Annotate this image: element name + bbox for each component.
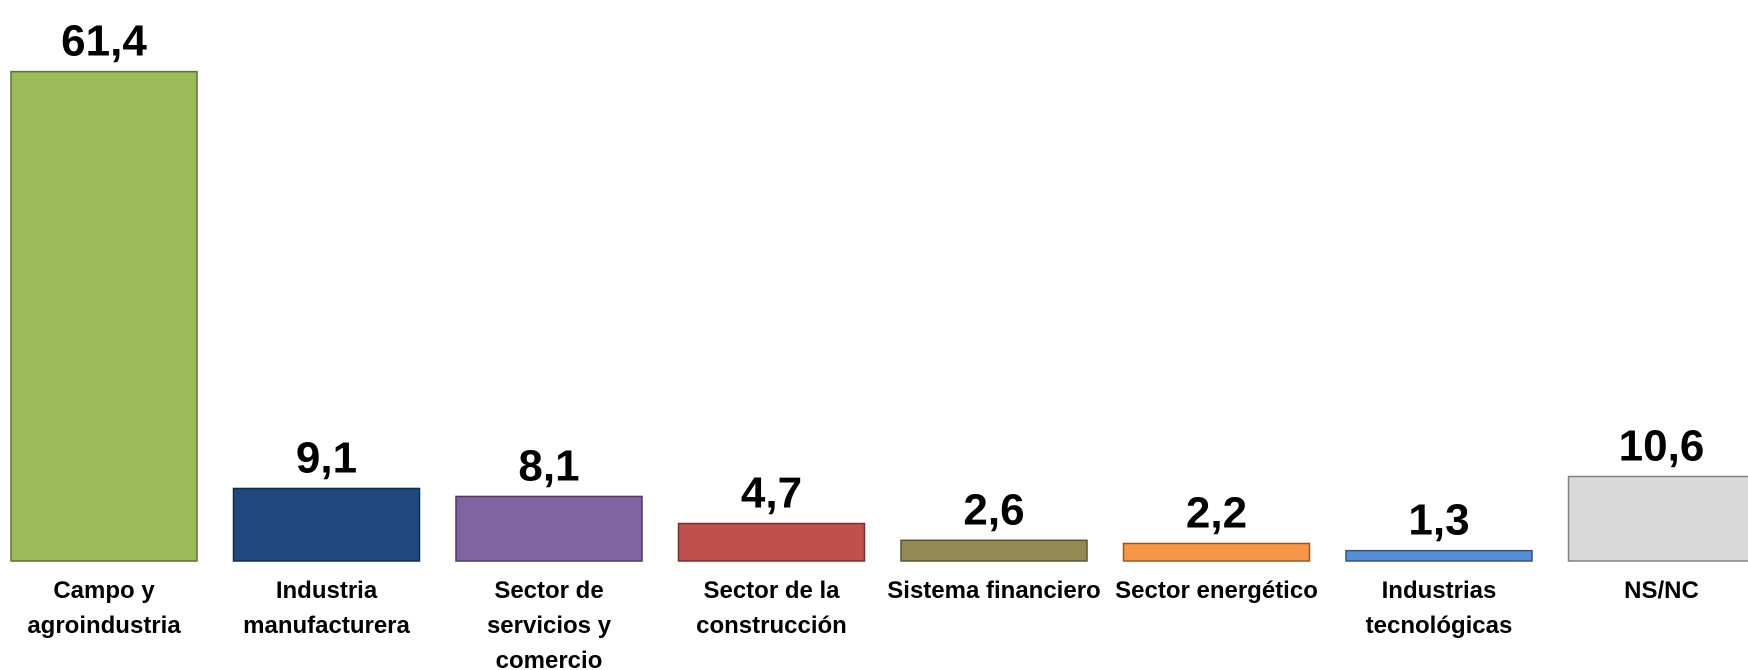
bar	[10, 70, 198, 562]
bar	[1345, 549, 1533, 562]
bar	[1122, 542, 1311, 562]
category-label: Campo y agroindustria	[27, 577, 181, 639]
bar	[232, 487, 421, 562]
bar	[677, 522, 866, 562]
value-label: 8,1	[518, 441, 579, 490]
value-label: 1,3	[1408, 496, 1469, 545]
value-label: 10,6	[1619, 422, 1705, 471]
category-label: Industria manufacturera	[243, 577, 410, 639]
category-label: Industrias tecnológicas	[1365, 577, 1513, 639]
value-label: 61,4	[61, 17, 147, 66]
value-label: 9,1	[296, 433, 357, 482]
value-label: 4,7	[741, 469, 802, 518]
bar	[1567, 475, 1748, 562]
bar	[900, 539, 1088, 562]
category-label: Sistema financiero	[887, 577, 1101, 604]
category-label: Sector energético	[1115, 577, 1318, 604]
category-label: Sector de servicios y comercio	[486, 577, 612, 670]
bar	[455, 495, 643, 562]
value-label: 2,6	[963, 485, 1024, 534]
category-label: NS/NC	[1624, 577, 1699, 604]
value-label: 2,2	[1186, 488, 1247, 537]
category-label: Sector de la construcción	[696, 577, 847, 639]
